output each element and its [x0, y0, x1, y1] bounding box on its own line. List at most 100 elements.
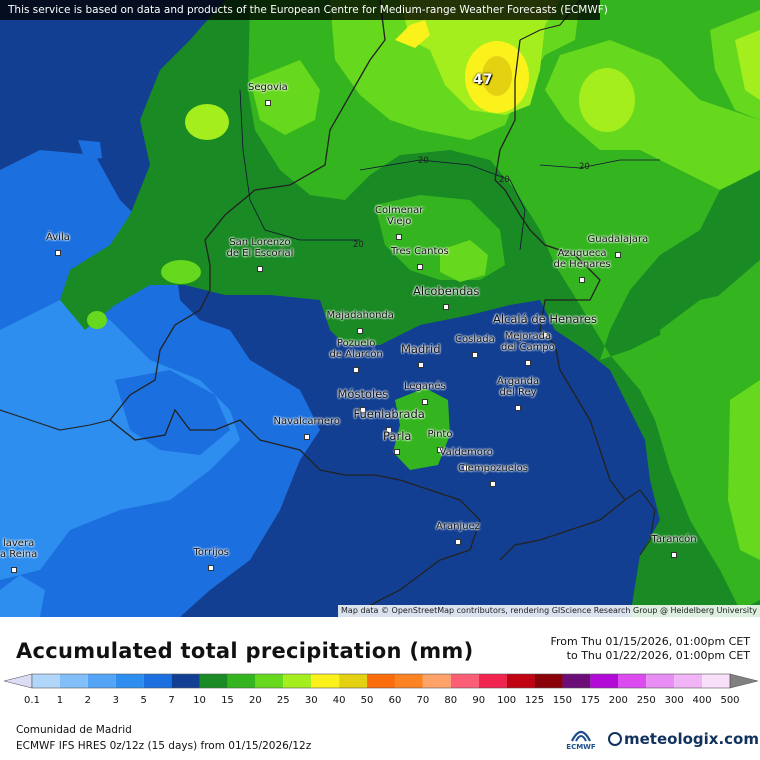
color-scale: 0.1 1 2 3 5 7 10 15 20 25 30 40 50 60 70 80 90 100 125 150 1… [3, 673, 759, 706]
scale-tick-label: 200 [609, 695, 628, 706]
city-marker [55, 250, 61, 256]
field-20-25 [248, 0, 760, 610]
city-marker [417, 264, 423, 270]
city-label-line: Ávila [46, 232, 70, 243]
scale-tick-label: 15 [221, 695, 234, 706]
scale-swatch [311, 674, 340, 688]
field-25-30-tres [440, 240, 488, 282]
scale-tick-label: 175 [581, 695, 600, 706]
city-label-line: Fuenlabrada [353, 407, 425, 421]
city-label-line: Móstoles [337, 387, 389, 401]
field-25-30-nw [250, 60, 320, 135]
contour-label: 20 [499, 175, 510, 185]
city-label-line: Azuqueca [557, 248, 607, 259]
city-label: Parla [383, 429, 412, 443]
city-marker [455, 539, 461, 545]
field-25-30-east [728, 380, 760, 560]
city-marker [353, 367, 359, 373]
city-label: Aranjuez [436, 521, 480, 532]
province-border [109, 0, 481, 617]
city-marker [437, 447, 443, 453]
scale-tick-label: 1 [57, 695, 63, 706]
scale-swatch [339, 674, 368, 688]
city-marker [360, 407, 366, 413]
ecmwf-logo-icon [571, 730, 591, 742]
scale-arrow-high [729, 673, 759, 689]
region-name: Comunidad de Madrid [16, 724, 132, 736]
city-marker [490, 481, 496, 487]
field-20-25-south [393, 388, 450, 470]
city-label-line: Leganés [404, 381, 446, 392]
city-label: Alcalá de Henares [493, 312, 597, 326]
scale-swatch [534, 674, 563, 688]
city-label-line: Ciempozuelos [458, 463, 528, 474]
city-label: Fuenlabrada [353, 407, 425, 421]
scale-tick-label: 5 [140, 695, 146, 706]
city-label: Navalcarnero [274, 416, 341, 427]
city-marker [671, 552, 677, 558]
city-label-line: Coslada [455, 334, 495, 345]
meteologix-logo-icon [608, 732, 622, 746]
period-to: to Thu 01/22/2026, 01:00pm CET [566, 649, 750, 662]
ecmwf-logo-text: ECMWF [566, 743, 596, 751]
scale-swatch [506, 674, 535, 688]
scale-swatch [590, 674, 619, 688]
scale-swatch [227, 674, 256, 688]
city-label: Ciempozuelos [458, 463, 528, 474]
scale-tick-label: 500 [720, 695, 739, 706]
precipitation-field [0, 0, 760, 617]
city-label-line: Majadahonda [326, 310, 394, 321]
scale-swatch [702, 674, 730, 688]
field-5-7 [0, 300, 240, 580]
contour-20-c [539, 159, 660, 169]
city-label-line: Pozuelo [336, 338, 376, 349]
meteologix-brand[interactable]: meteologix.com [608, 730, 759, 748]
city-label: Mejorada del Campo [501, 331, 555, 353]
scale-swatch [255, 674, 284, 688]
scale-frame [31, 673, 731, 689]
scale-tick-label: 40 [333, 695, 346, 706]
scale-swatch [143, 674, 172, 688]
city-marker [304, 434, 310, 440]
city-label-line: San Lorenzo [229, 237, 291, 248]
scale-swatch [283, 674, 312, 688]
city-marker [394, 449, 400, 455]
city-label: Móstoles [337, 387, 389, 401]
scale-tick-label: 25 [277, 695, 290, 706]
city-marker [579, 277, 585, 283]
city-label-line: de El Escorial [226, 248, 294, 259]
scale-tick-label: 2 [85, 695, 91, 706]
city-label-line: Alcalá de Henares [493, 312, 597, 326]
scale-swatch [422, 674, 451, 688]
city-marker [265, 100, 271, 106]
city-label-line: Madrid [401, 342, 441, 356]
scale-tick-label: 60 [389, 695, 402, 706]
city-label: Arganda del Rey [497, 376, 539, 398]
city-label: Valdemoro [440, 447, 493, 458]
city-marker [422, 399, 428, 405]
scale-tick-label: 7 [168, 695, 174, 706]
scale-arrow-low [3, 673, 33, 689]
ecmwf-notice-banner: This service is based on data and produc… [0, 0, 608, 20]
field-50-60 [482, 56, 512, 96]
city-marker [396, 234, 402, 240]
city-label: Azuqueca de Henares [554, 248, 611, 270]
field-25-30-sw [87, 311, 107, 329]
city-label: Majadahonda [327, 310, 394, 321]
field-30-40-ne [579, 68, 635, 132]
city-label: Colmenar Viejo [375, 205, 423, 227]
city-label-line: Colmenar [375, 205, 424, 216]
city-marker [11, 567, 17, 573]
city-label-line: Parla [383, 429, 412, 443]
precipitation-map[interactable]: This service is based on data and produc… [0, 0, 760, 617]
scale-tick-label: 70 [417, 695, 430, 706]
scale-swatch [562, 674, 591, 688]
city-marker [357, 328, 363, 334]
city-label: Coslada [455, 334, 495, 345]
scale-tick-label: 80 [444, 695, 457, 706]
scale-tick-label: 0.1 [24, 695, 40, 706]
scale-tick-label: 30 [305, 695, 318, 706]
legend-title: Accumulated total precipitation (mm) [16, 639, 474, 663]
scale-swatch [367, 674, 395, 688]
brand-text: meteologix.com [624, 730, 759, 748]
